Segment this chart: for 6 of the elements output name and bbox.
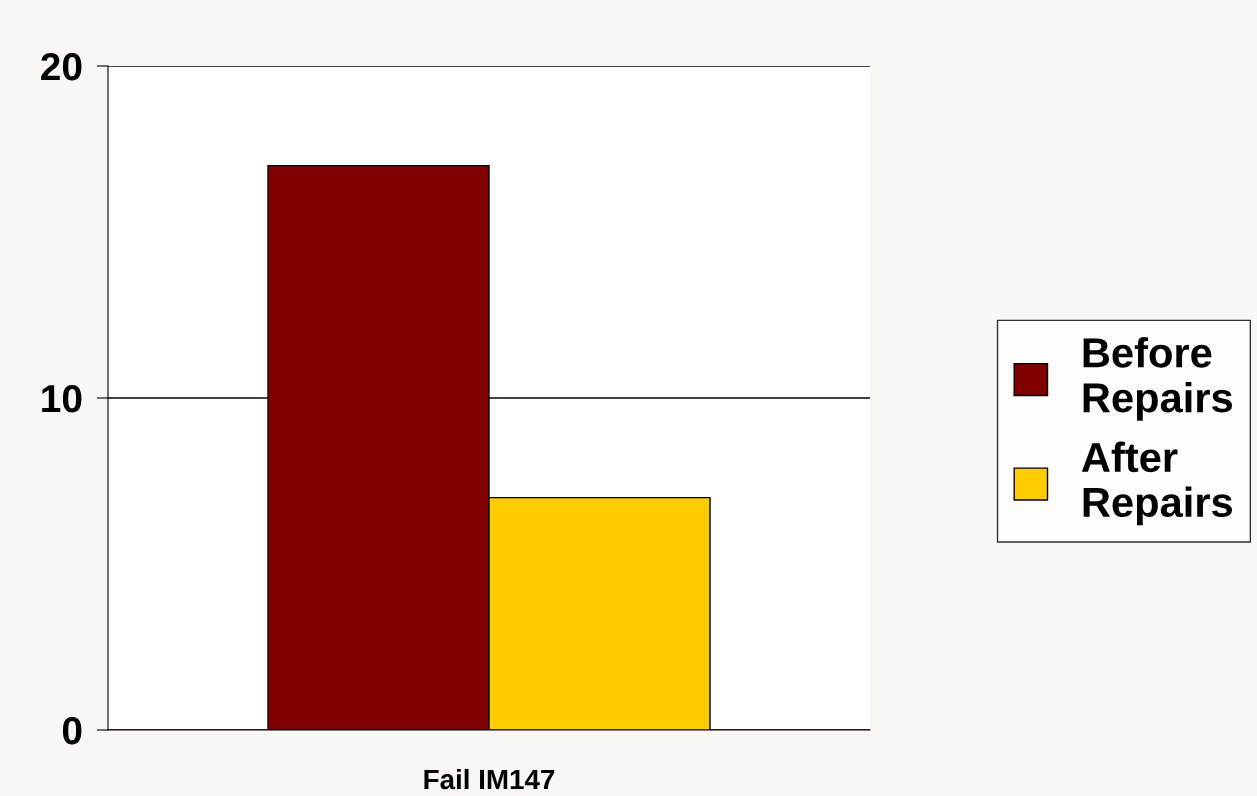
y-tick-label: 20 [41, 52, 82, 81]
y-tick-label: 10 [42, 384, 82, 413]
x-tick-label: Fail IM147 [424, 768, 555, 790]
y-tick-label: 0 [62, 716, 82, 745]
legend-label: After Repairs [1081, 441, 1232, 526]
legend-label: Before Repairs [1083, 337, 1232, 421]
